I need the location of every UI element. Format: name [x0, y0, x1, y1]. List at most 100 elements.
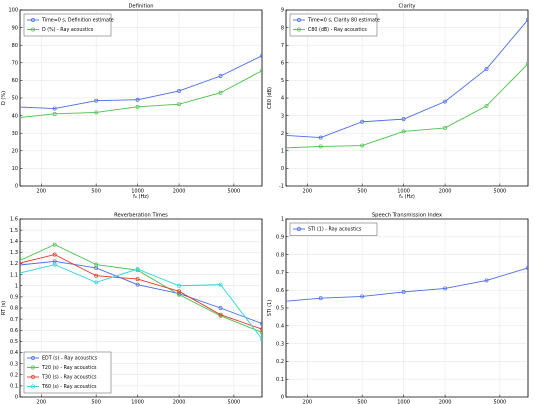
data-point [94, 280, 99, 285]
data-point [401, 117, 406, 122]
data-point [218, 306, 223, 310]
legend-box [289, 13, 378, 37]
data-point [135, 267, 140, 272]
plot-frame [19, 218, 263, 398]
x-tick-label: 2000 [173, 189, 186, 195]
legend-marker [31, 18, 35, 22]
data-point [135, 282, 140, 287]
y-tick-label: 60 [12, 78, 18, 84]
legend-marker [297, 18, 301, 22]
x-tick-label: 500 [91, 189, 101, 195]
x-axis-label: f₀ (Hz) [399, 194, 415, 200]
y-tick-label: 1.1 [10, 272, 18, 278]
y-tick-label: 5 [281, 78, 284, 84]
y-tick-label: 0.6 [276, 288, 284, 294]
y-axis-label: RT (s) [1, 301, 7, 315]
y-tick-label: 0.2 [276, 359, 284, 365]
legend: Time=0 s, Definition estimate D (%) - Ray… [23, 13, 114, 37]
y-tick-label: 6 [281, 61, 284, 67]
chart-4: 0 0.1 0.2 0.3 0.4 0.5 0.6 0.7 0.8 0.9 1 200 500 1000 2… [267, 213, 529, 404]
series-line-b [20, 70, 262, 118]
y-tick-label: 0.7 [276, 270, 284, 276]
legend: EDT (s) - Ray acoustics T20 (s) - Ray aco… [23, 351, 112, 394]
legend-marker [297, 27, 301, 32]
x-axis-label: f₀ (Hz) [133, 194, 149, 200]
y-tick-label: 0.7 [10, 317, 18, 323]
series-line-a [286, 19, 528, 139]
y-tick-label: 1 [281, 149, 284, 155]
legend-marker [31, 365, 35, 370]
data-point [260, 321, 262, 326]
x-tick-label: 500 [357, 189, 367, 195]
y-tick-label: 0.3 [276, 341, 284, 347]
data-point [443, 125, 448, 130]
y-tick-label: 70 [12, 61, 18, 67]
y-tick-label: 0 [15, 395, 18, 401]
data-point [484, 67, 489, 71]
legend-marker [31, 375, 35, 379]
y-tick-label: 1.5 [10, 228, 18, 234]
series-group [20, 242, 262, 342]
x-tick-label: 5000 [494, 400, 507, 404]
y-tick-label: 7 [281, 43, 284, 49]
y-tick-label: 0.3 [10, 361, 18, 367]
y-tick-label: -1 [279, 184, 284, 190]
data-point [484, 278, 489, 283]
plot-frame [19, 9, 263, 187]
data-point [218, 282, 223, 287]
series-line-a [20, 260, 262, 324]
data-point [94, 98, 99, 103]
y-tick-label: 0.9 [276, 235, 284, 241]
data-point [526, 17, 528, 22]
y-tick-label: 1.2 [10, 261, 18, 267]
data-point [52, 252, 57, 257]
data-point [177, 289, 182, 294]
series-group [286, 17, 528, 149]
legend-marker [297, 227, 301, 231]
series-group [20, 53, 262, 118]
series-line-c [20, 254, 262, 330]
series-line-a [286, 267, 528, 302]
data-point [401, 129, 406, 134]
data-point [278, 300, 281, 303]
y-axis-label: D (%) [1, 91, 7, 105]
series-group [278, 266, 528, 303]
x-tick-label: 500 [357, 400, 367, 404]
x-tick-label: 2000 [173, 400, 186, 404]
data-point [260, 68, 262, 73]
y-tick-label: 3 [281, 113, 284, 119]
legend-entry: EDT (s) - Ray acoustics [42, 356, 98, 362]
x-tick-label: 200 [303, 400, 313, 404]
y-tick-label: 100 [8, 8, 18, 14]
series-line-a [20, 55, 262, 110]
y-tick-label: 1 [15, 283, 18, 289]
data-point [401, 290, 406, 294]
data-point [94, 273, 99, 278]
series-line-d [20, 264, 262, 340]
y-tick-label: 0.1 [276, 377, 284, 383]
y-tick-label: 0 [281, 166, 284, 172]
y-tick-label: 0.5 [276, 306, 284, 312]
y-tick-label: 0.6 [10, 328, 18, 334]
x-tick-label: 2000 [439, 400, 452, 404]
x-tick-label: 2000 [439, 189, 452, 195]
y-tick-label: 0.5 [10, 339, 18, 345]
data-point [52, 111, 57, 116]
y-tick-label: 8 [281, 25, 284, 31]
legend: Time=0 s, Clarity 80 estimate C80 (dB) - … [289, 13, 380, 37]
legend-entry: Time=0 s, Definition estimate [41, 18, 114, 24]
legend-entry: Time=0 s, Clarity 80 estimate [307, 18, 380, 24]
series-line-b [286, 63, 528, 149]
y-tick-label: 1.4 [10, 239, 18, 245]
data-point [52, 242, 57, 247]
data-point [360, 143, 365, 148]
data-point [177, 102, 182, 107]
x-tick-label: 1000 [397, 400, 410, 404]
data-point [260, 53, 262, 58]
y-tick-label: 2 [281, 131, 284, 137]
x-tick-label: 200 [37, 189, 47, 195]
plot-frame [285, 9, 529, 187]
y-tick-label: 20 [12, 149, 18, 155]
y-tick-label: 9 [281, 8, 284, 14]
